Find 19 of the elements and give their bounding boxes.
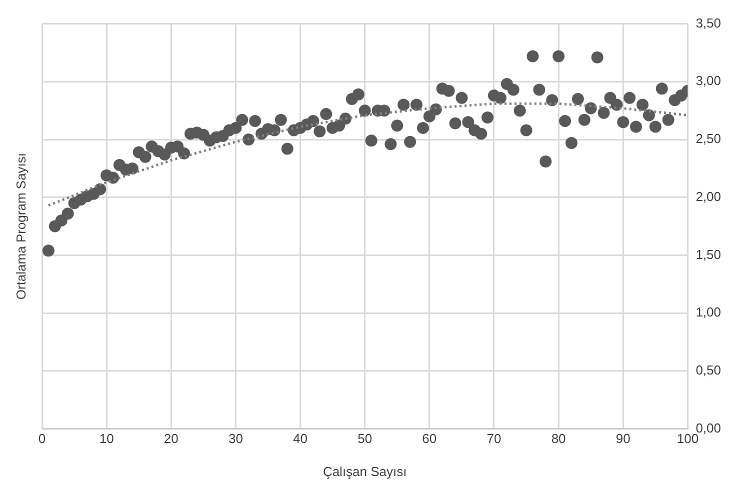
x-tick-label: 20 <box>164 431 178 446</box>
y-tick-label: 0,50 <box>696 362 722 378</box>
x-tick-label: 0 <box>38 431 46 446</box>
y-tick-label: 3,50 <box>696 15 722 30</box>
y-axis-title: Ortalama Program Sayısı <box>14 152 29 300</box>
x-tick-label: 80 <box>551 431 566 446</box>
x-tick-label: 60 <box>422 431 437 446</box>
y-tick-label: 1,50 <box>696 246 722 262</box>
y-tick-label: 1,00 <box>696 304 722 320</box>
y-tick-label: 3,00 <box>696 73 722 88</box>
y-tick-label: 2,00 <box>696 188 722 204</box>
y-tick-label: 2,50 <box>696 131 722 146</box>
x-tick-label: 50 <box>358 431 372 446</box>
x-tick-label: 10 <box>99 431 114 446</box>
x-axis-title: Çalışan Sayısı <box>322 464 407 479</box>
x-tick-label: 70 <box>486 431 502 446</box>
x-tick-label: 90 <box>616 431 630 446</box>
x-tick-label: 40 <box>293 431 308 446</box>
x-tick-label: 30 <box>228 431 243 446</box>
